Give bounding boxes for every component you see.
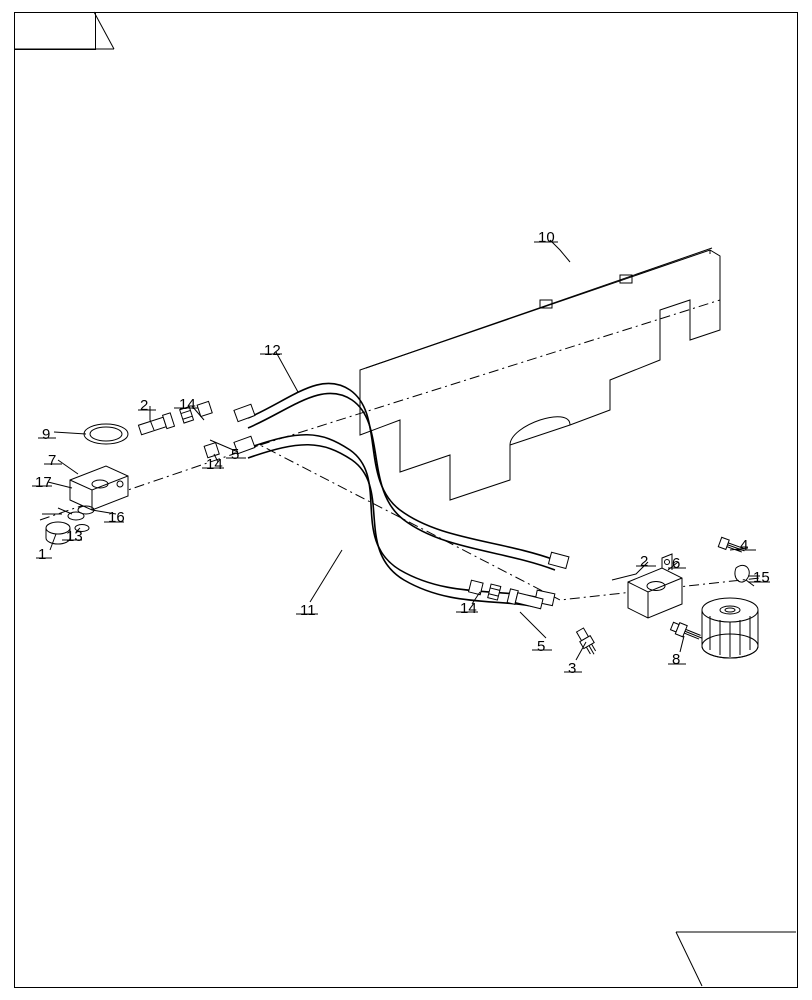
- callout-8: 8: [672, 651, 680, 668]
- callout-9: 9: [42, 426, 50, 443]
- callout-13: 13: [66, 528, 83, 545]
- callout-5a: 5: [231, 446, 239, 463]
- callout-2b: 2: [640, 553, 648, 570]
- callout-6: 6: [672, 555, 680, 572]
- callout-14b: 14: [206, 456, 223, 473]
- callout-11: 11: [300, 602, 316, 619]
- callout-4: 4: [740, 537, 748, 554]
- callout-2a: 2: [140, 397, 148, 414]
- callout-1: 1: [38, 546, 46, 563]
- callout-16: 16: [108, 509, 125, 526]
- callout-10: 10: [538, 229, 555, 246]
- callout-12: 12: [264, 342, 281, 359]
- callout-14a: 14: [179, 396, 196, 413]
- callout-7: 7: [48, 452, 56, 469]
- callout-14c: 14: [460, 600, 477, 617]
- callout-15: 15: [753, 569, 770, 586]
- callout-17: 17: [35, 474, 52, 491]
- callout-3: 3: [568, 660, 576, 677]
- callout-5b: 5: [537, 638, 545, 655]
